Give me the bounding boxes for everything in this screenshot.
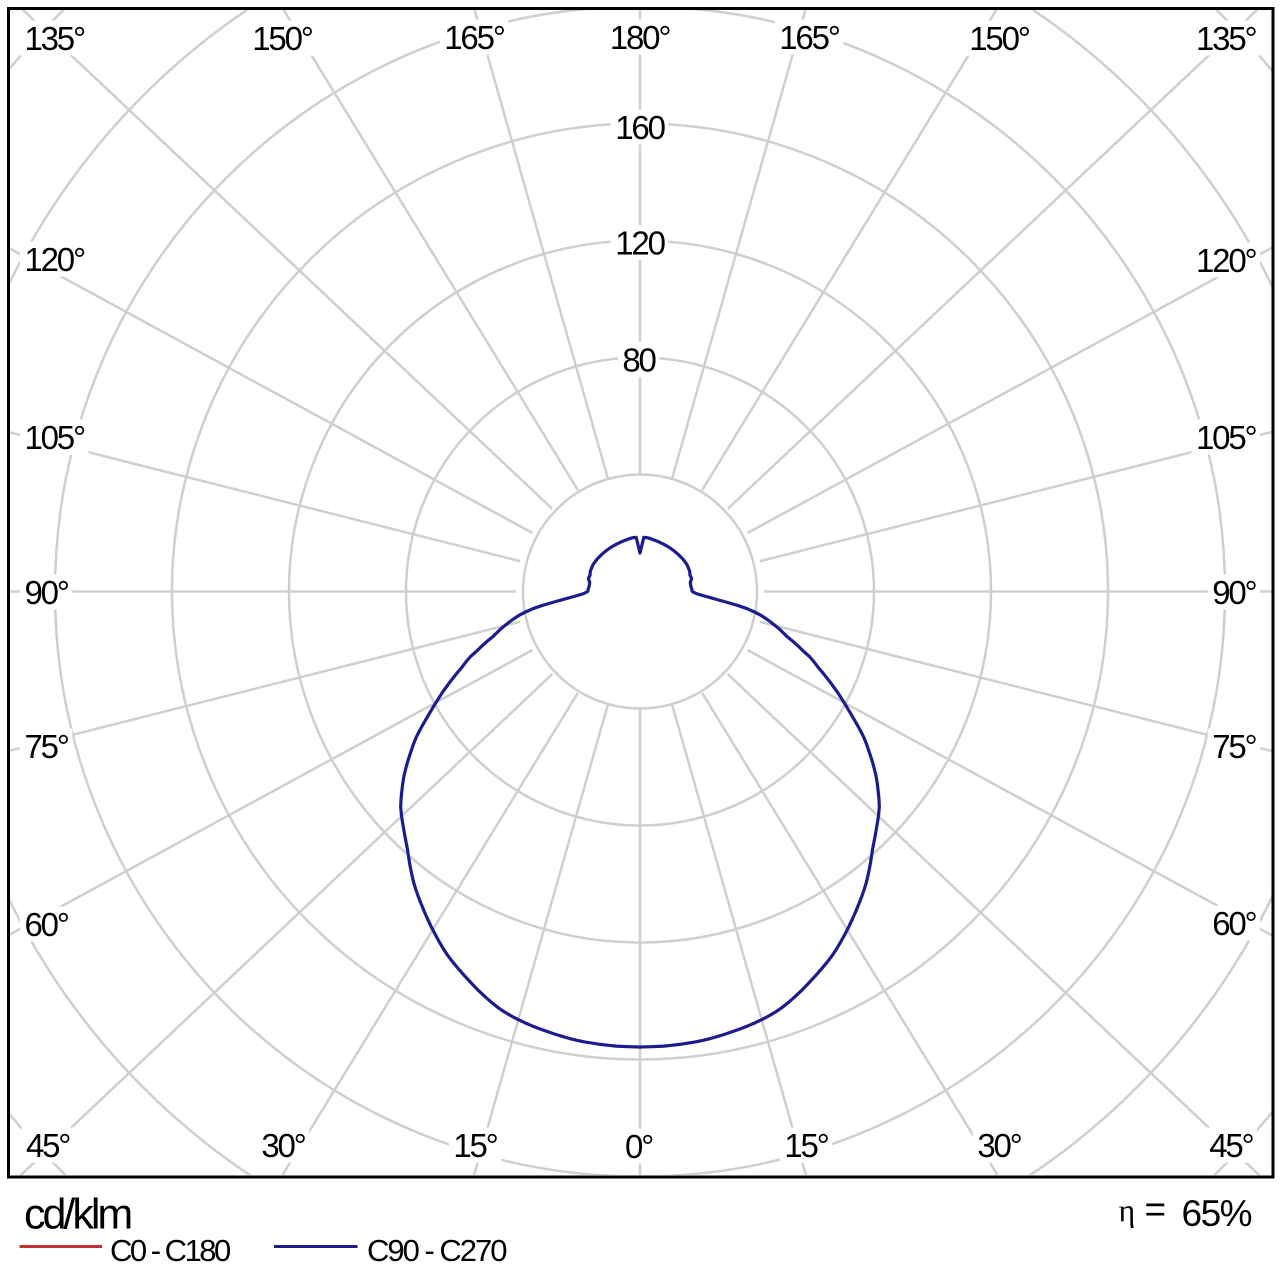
svg-text:135°: 135° xyxy=(25,20,85,57)
svg-text:90°: 90° xyxy=(1212,574,1256,611)
svg-text:150°: 150° xyxy=(969,20,1029,57)
svg-text:80: 80 xyxy=(622,341,656,378)
svg-text:C90 - C270: C90 - C270 xyxy=(367,1233,507,1268)
svg-text:120°: 120° xyxy=(1196,242,1256,279)
svg-text:cd/klm: cd/klm xyxy=(24,1191,130,1239)
svg-text:65%: 65% xyxy=(1182,1193,1252,1234)
svg-text:15°: 15° xyxy=(453,1127,497,1164)
svg-text:60°: 60° xyxy=(1212,905,1256,942)
svg-text:105°: 105° xyxy=(25,419,85,456)
svg-text:30°: 30° xyxy=(977,1127,1021,1164)
svg-text:30°: 30° xyxy=(261,1127,305,1164)
svg-text:165°: 165° xyxy=(444,19,504,56)
svg-text:60°: 60° xyxy=(25,906,69,943)
svg-text:135°: 135° xyxy=(1196,20,1256,57)
svg-text:160: 160 xyxy=(615,109,665,146)
svg-text:45°: 45° xyxy=(1209,1127,1253,1164)
svg-text:150°: 150° xyxy=(252,20,312,57)
svg-text:C0 - C180: C0 - C180 xyxy=(110,1233,231,1268)
svg-text:165°: 165° xyxy=(779,19,839,56)
svg-text:15°: 15° xyxy=(784,1127,828,1164)
svg-text:90°: 90° xyxy=(25,574,69,611)
svg-text:120: 120 xyxy=(615,224,665,261)
svg-text:120°: 120° xyxy=(25,241,85,278)
svg-text:0°: 0° xyxy=(625,1128,653,1165)
svg-text:45°: 45° xyxy=(26,1127,70,1164)
svg-text:105°: 105° xyxy=(1196,419,1256,456)
svg-text:=: = xyxy=(1145,1189,1167,1230)
svg-text:75°: 75° xyxy=(25,728,69,765)
svg-text:75°: 75° xyxy=(1212,728,1256,765)
svg-text:180°: 180° xyxy=(610,19,670,56)
svg-text:η: η xyxy=(1119,1192,1136,1228)
